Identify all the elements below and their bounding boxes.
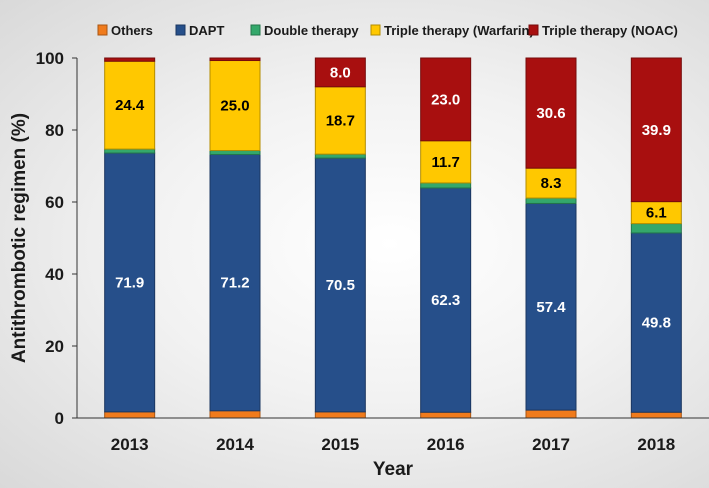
data-label: 11.7	[431, 154, 459, 171]
bar-segment-double-therapy-2013	[104, 148, 156, 154]
bar-segment-double-therapy-2015	[314, 153, 366, 159]
bar-segment-triple-therapy-noac-2013	[104, 57, 156, 62]
bar-segment-dapt-2015	[314, 157, 366, 413]
y-axis: 0 20 40 60 80 100	[36, 49, 78, 428]
bar-segment-dapt-2014	[209, 153, 261, 412]
bar-segment-double-therapy-2016	[420, 182, 472, 189]
bar-segment-triple-therapy-noac-2015	[314, 57, 366, 88]
data-label: 8.3	[541, 175, 562, 192]
x-tick-label: 2015	[321, 435, 359, 454]
data-label: 49.8	[642, 315, 671, 332]
data-label: 18.7	[326, 112, 355, 129]
y-tick-label: 100	[36, 49, 64, 68]
bar-segment-triple-therapy-warfarin-2016	[420, 140, 472, 184]
bar-segment-others-2016	[420, 411, 472, 419]
bar-segment-others-2013	[104, 411, 156, 419]
bar-segment-others-2018	[630, 411, 682, 419]
bar-segment-double-therapy-2017	[525, 197, 577, 204]
legend-label: Others	[111, 23, 153, 38]
data-label: 57.4	[536, 299, 566, 316]
bar-segment-triple-therapy-noac-2016	[420, 57, 472, 142]
bar-segment-triple-therapy-warfarin-2015	[314, 86, 366, 155]
data-label: 71.2	[220, 275, 249, 292]
legend-swatch	[97, 24, 108, 36]
legend-swatch	[175, 24, 186, 36]
x-axis-title: Year	[373, 459, 414, 480]
data-label: 71.9	[115, 274, 144, 291]
data-label: 70.5	[326, 277, 355, 294]
legend-label: Triple therapy (NOAC)	[542, 23, 678, 38]
bars: 71.9 24.4 71.2 25.0 70.5 18.7 8.0 62.3 11.7 23.0 5…	[104, 57, 682, 419]
x-tick-label: 2018	[637, 435, 675, 454]
bar-segment-triple-therapy-warfarin-2013	[104, 60, 156, 150]
bar-segment-triple-therapy-warfarin-2014	[209, 60, 261, 152]
data-label: 8.0	[330, 64, 351, 81]
bar-segment-dapt-2018	[630, 232, 682, 413]
bar-segment-dapt-2017	[525, 202, 577, 411]
bar-segment-double-therapy-2014	[209, 150, 261, 155]
legend-label: DAPT	[189, 23, 224, 38]
bar-segment-triple-therapy-noac-2018	[630, 57, 682, 203]
data-label: 24.4	[115, 97, 145, 114]
data-label: 25.0	[220, 98, 249, 115]
y-tick-label: 0	[55, 409, 64, 428]
legend-swatch	[528, 24, 539, 36]
x-tick-label: 2016	[427, 435, 465, 454]
y-tick-label: 80	[45, 121, 64, 140]
bar-segment-others-2014	[209, 410, 261, 419]
y-axis-title: Antithrombotic regimen (%)	[9, 113, 30, 363]
x-axis: 2013 2014 2015 2016 2017 2018	[77, 417, 709, 454]
data-label: 62.3	[431, 292, 460, 309]
bar-segment-triple-therapy-warfarin-2017	[525, 167, 577, 199]
bar-segment-dapt-2013	[104, 152, 156, 413]
y-tick-label: 20	[45, 337, 64, 356]
bar-segment-others-2015	[314, 411, 366, 419]
legend-swatch	[370, 24, 381, 36]
legend: Others DAPT Double therapy Triple therapy (…	[97, 23, 678, 38]
y-tick-label: 40	[45, 265, 64, 284]
data-label: 39.9	[642, 122, 671, 139]
y-tick-label: 60	[45, 193, 64, 212]
data-label: 6.1	[646, 205, 667, 222]
data-label: 30.6	[536, 105, 565, 122]
bar-segment-dapt-2016	[420, 187, 472, 413]
bar-segment-others-2017	[525, 409, 577, 419]
legend-swatch	[250, 24, 261, 36]
legend-label: Double therapy	[264, 23, 359, 38]
x-tick-label: 2017	[532, 435, 570, 454]
x-tick-label: 2013	[111, 435, 149, 454]
x-tick-label: 2014	[216, 435, 254, 454]
bar-segment-triple-therapy-noac-2017	[525, 57, 577, 169]
data-label: 23.0	[431, 91, 460, 108]
bar-segment-double-therapy-2018	[630, 223, 682, 234]
bar-segment-triple-therapy-noac-2014	[209, 57, 261, 62]
legend-label: Triple therapy (Warfarin)	[384, 23, 534, 38]
